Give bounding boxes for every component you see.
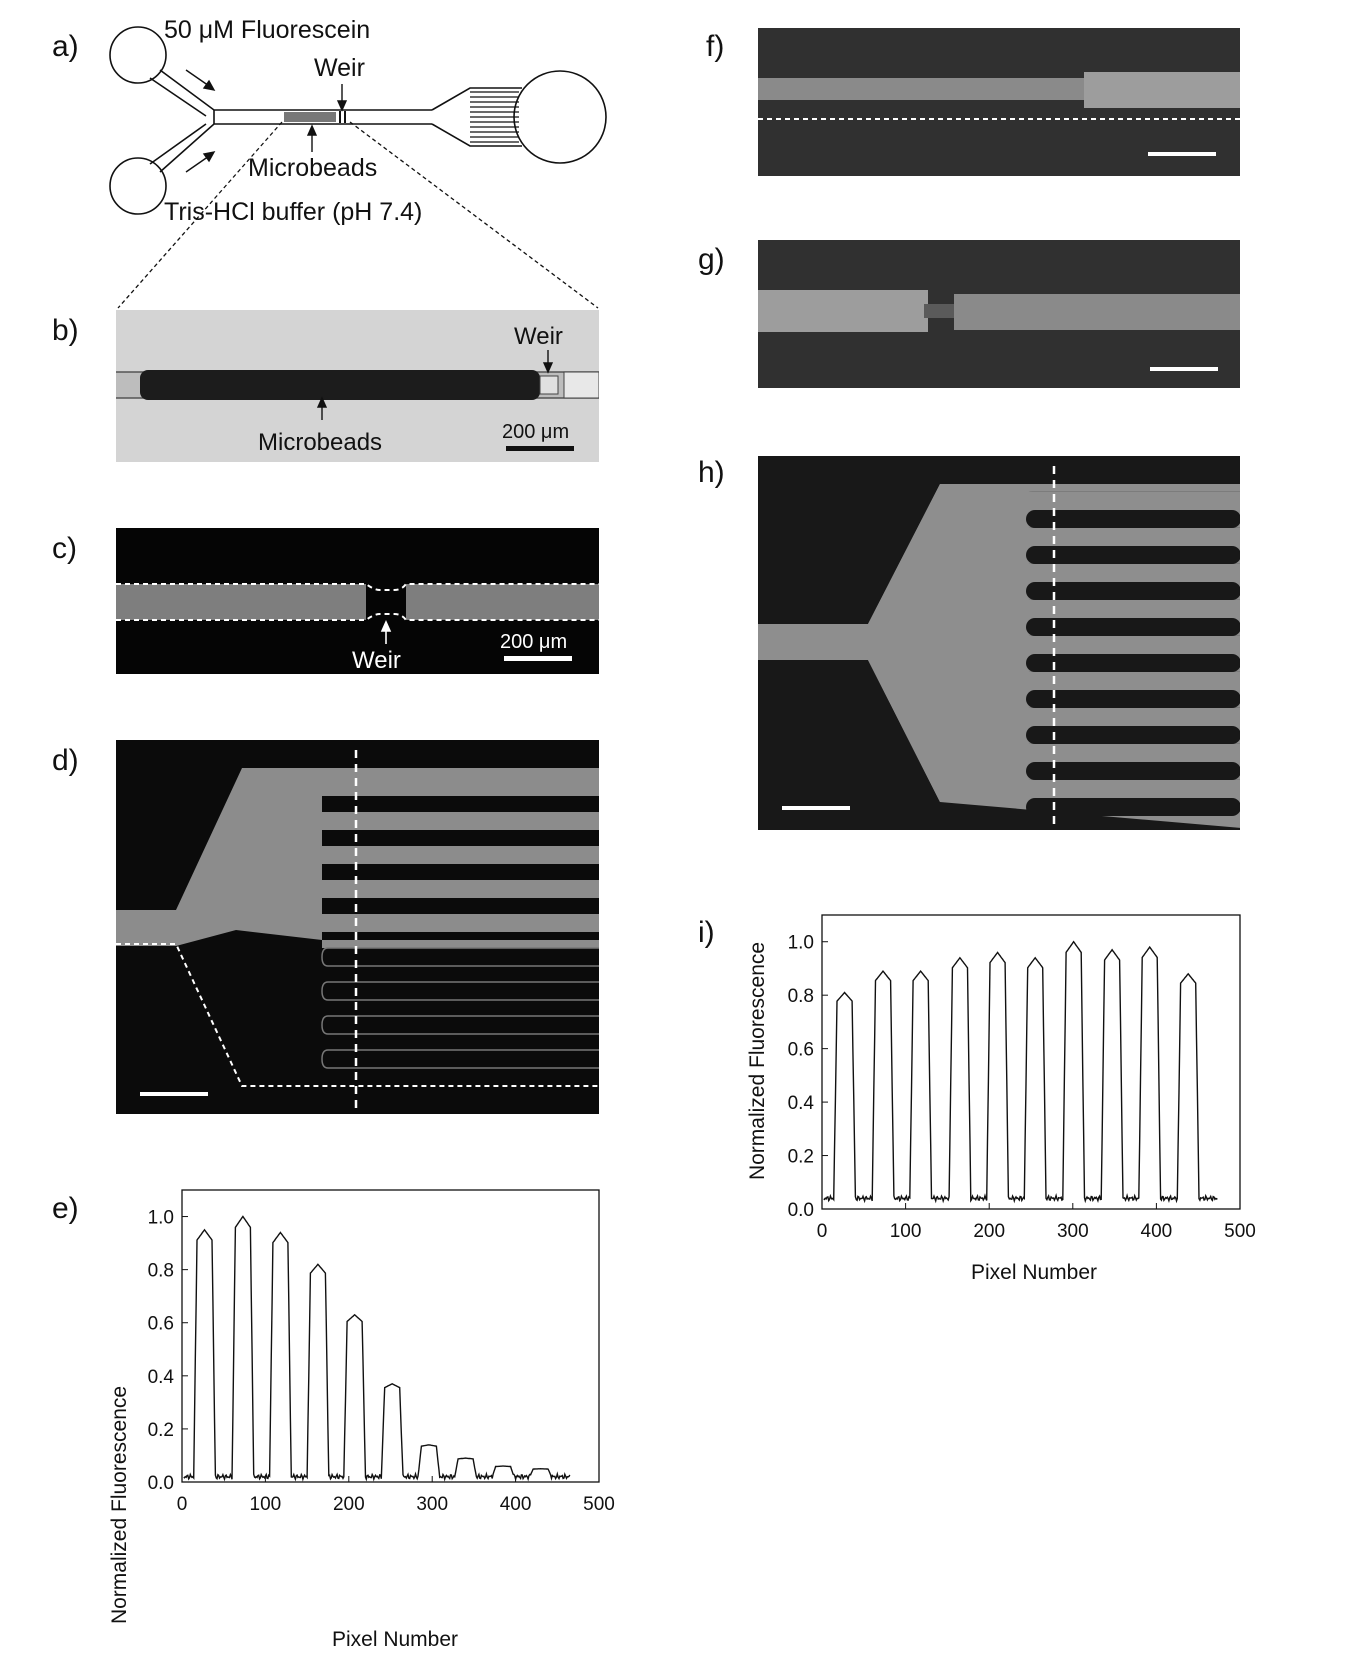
x-tick-label: 500 [583, 1494, 615, 1515]
chart-i: Pixel Number Normalized Fluorescence 0 10… [746, 914, 1256, 1284]
micrograph-c: Weir 200 μm [116, 528, 599, 674]
panel-label-g: g) [698, 243, 725, 276]
y-tick-label: 0.4 [148, 1367, 175, 1388]
x-tick-label: 200 [333, 1494, 365, 1515]
weir-label-b: Weir [514, 323, 563, 350]
micrograph-d [116, 740, 599, 1114]
y-tick-label: 0.0 [788, 1200, 814, 1221]
comb-channel [321, 981, 599, 1001]
bead-column [140, 370, 540, 400]
comb-channel [322, 880, 599, 898]
x-tick-label: 400 [500, 1494, 532, 1515]
y-tick-label: 1.0 [788, 933, 814, 954]
fluorescence-series [823, 940, 1218, 1204]
panel-label-a: a) [52, 30, 79, 63]
panel-label-h: h) [698, 456, 725, 489]
y-tick-label: 0.6 [148, 1314, 174, 1335]
plot-frame [181, 1189, 600, 1483]
y-tick-label: 0.2 [788, 1147, 814, 1168]
comb-channel [322, 778, 599, 796]
micrograph-b: Weir Microbeads 200 μm [116, 310, 599, 462]
scale-label-c: 200 μm [500, 631, 567, 653]
y-tick-label: 0.8 [148, 1261, 174, 1282]
x-tick-label: 300 [416, 1494, 448, 1515]
panel-label-d: d) [52, 744, 79, 777]
plot-frame [821, 914, 1241, 1210]
panel-label-i: i) [698, 916, 715, 949]
x-axis-label: Pixel Number [971, 1261, 1097, 1284]
scale-bar-b [506, 446, 574, 451]
comb-channel [322, 846, 599, 864]
microbeads-label-b: Microbeads [258, 429, 382, 456]
weir-label-c: Weir [352, 647, 401, 674]
chart-e: Pixel Number Normalized Fluorescence 0 10… [108, 1189, 615, 1651]
x-tick-label: 0 [177, 1494, 188, 1515]
micrograph-f [758, 28, 1240, 176]
comb-channel [321, 1049, 599, 1069]
micrograph-h [758, 456, 1240, 830]
weir-label-a: Weir [314, 54, 365, 82]
panel-label-b: b) [52, 314, 79, 347]
x-axis-label: Pixel Number [332, 1628, 458, 1651]
x-tick-label: 100 [250, 1494, 282, 1515]
scale-label-b: 200 μm [502, 421, 569, 443]
x-tick-label: 500 [1224, 1221, 1256, 1242]
y-tick-label: 0.4 [788, 1093, 815, 1114]
y-tick-label: 0.8 [788, 986, 814, 1007]
panel-label-f: f) [706, 30, 725, 63]
x-tick-label: 0 [817, 1221, 828, 1242]
scale-bar-g [1150, 367, 1218, 371]
y-axis-label: Normalized Fluorescence [108, 1386, 131, 1624]
comb-channel [321, 1015, 599, 1035]
micrograph-g [758, 240, 1240, 388]
panel-label-c: c) [52, 532, 77, 565]
comb-channel [322, 914, 599, 932]
panel-label-e: e) [52, 1192, 79, 1225]
scale-bar-c [504, 656, 572, 661]
fluorescence-series [183, 1215, 571, 1482]
y-tick-label: 0.6 [788, 1040, 814, 1061]
x-tick-label: 200 [973, 1221, 1005, 1242]
comb-channel [321, 947, 599, 967]
y-tick-label: 1.0 [148, 1208, 174, 1229]
scale-bar [782, 806, 850, 810]
microbeads-region [284, 112, 336, 122]
x-tick-label: 100 [890, 1221, 922, 1242]
comb-channel [322, 812, 599, 830]
buffer-label: Tris-HCl buffer (pH 7.4) [164, 198, 422, 226]
y-tick-label: 0.2 [148, 1420, 174, 1441]
y-axis-label: Normalized Fluorescence [746, 942, 769, 1180]
x-tick-label: 300 [1057, 1221, 1089, 1242]
y-tick-label: 0.0 [148, 1473, 174, 1494]
device-schematic: 50 μM Fluorescein Weir Microbeads Tris-H… [109, 16, 607, 309]
microbeads-label-a: Microbeads [248, 154, 377, 182]
scale-bar-f [1148, 152, 1216, 156]
scale-bar [140, 1092, 208, 1096]
fluorescein-label: 50 μM Fluorescein [164, 16, 370, 44]
x-tick-label: 400 [1141, 1221, 1173, 1242]
